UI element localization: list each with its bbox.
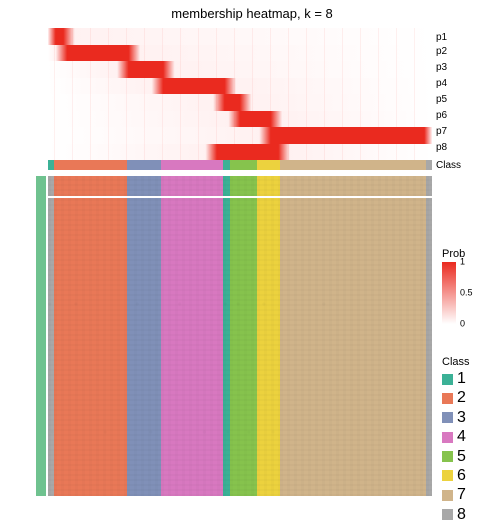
class-swatch [442,451,453,462]
strip-speckle [48,127,432,144]
class-swatch [442,412,453,423]
class-legend-item: 6 [442,467,470,485]
row-label: p3 [436,62,447,73]
prob-tick: 0 [460,320,465,329]
membership-strips [48,28,432,160]
class-legend: Class 12 34 567 8 [442,356,470,524]
strip-speckle [48,28,432,45]
class-legend-item: 7 [442,486,470,504]
row-label: p5 [436,94,447,105]
heatmap-column [127,176,162,496]
class-legend-item: 1 [442,370,470,388]
membership-strip [48,45,432,62]
main-heatmap [48,176,432,496]
prob-gradient [442,262,456,324]
class-swatch [442,432,453,443]
row-label: Class [436,160,461,171]
membership-strip [48,94,432,111]
row-label: p7 [436,126,447,137]
class-legend-item: 8 [442,506,470,524]
strip-speckle [48,111,432,128]
prob-tick: 0.5 [460,289,473,298]
class-segment [230,160,257,170]
class-legend-items: 12 34 567 8 [442,370,470,524]
strip-speckle [48,45,432,62]
class-swatch [442,509,453,520]
heatmap-column [280,176,426,496]
class-swatch [442,393,453,404]
heatmap-column [426,176,432,496]
prob-legend: Prob 10.50 [442,248,498,324]
class-segment [161,160,222,170]
heatmap-column [230,176,257,496]
chart-title: membership heatmap, k = 8 [0,6,504,21]
plot-area [48,28,432,496]
heatmap-column [257,176,280,496]
membership-strip [48,78,432,95]
class-segment [54,160,127,170]
class-label: 3 [457,409,466,427]
strip-speckle [48,94,432,111]
membership-strip [48,127,432,144]
class-label: 6 [457,467,466,485]
strip-speckle [48,144,432,161]
row-label: p4 [436,78,447,89]
row-label: p1 [436,32,447,43]
class-label: 5 [457,448,466,466]
class-segment [280,160,426,170]
class-legend-item: 2 [442,389,470,407]
class-segment [257,160,280,170]
separator-line [48,196,432,198]
prob-legend-title: Prob [442,248,498,260]
prob-tick: 1 [460,258,465,267]
class-label: 7 [457,486,466,504]
class-legend-item: 4 [442,428,470,446]
strip-speckle [48,61,432,78]
membership-strip [48,111,432,128]
class-label: 1 [457,370,466,388]
class-label: 2 [457,389,466,407]
class-swatch [442,470,453,481]
class-segment [127,160,162,170]
row-label: p8 [436,142,447,153]
row-label: p2 [436,46,447,57]
strip-speckle [48,78,432,95]
class-segment [426,160,432,170]
separator-line [48,174,432,176]
class-annotation-bar [48,160,432,170]
class-legend-item: 3 [442,409,470,427]
membership-strip [48,61,432,78]
heatmap-column [54,176,127,496]
heatmap-column [161,176,222,496]
class-label: 8 [457,506,466,524]
class-segment [223,160,231,170]
class-swatch [442,490,453,501]
class-label: 4 [457,428,466,446]
class-swatch [442,374,453,385]
row-label: p6 [436,110,447,121]
heatmap-column [223,176,231,496]
membership-strip [48,144,432,161]
left-annotation-bar [36,176,46,496]
class-legend-item: 5 [442,448,470,466]
class-legend-title: Class [442,356,470,368]
membership-strip [48,28,432,45]
